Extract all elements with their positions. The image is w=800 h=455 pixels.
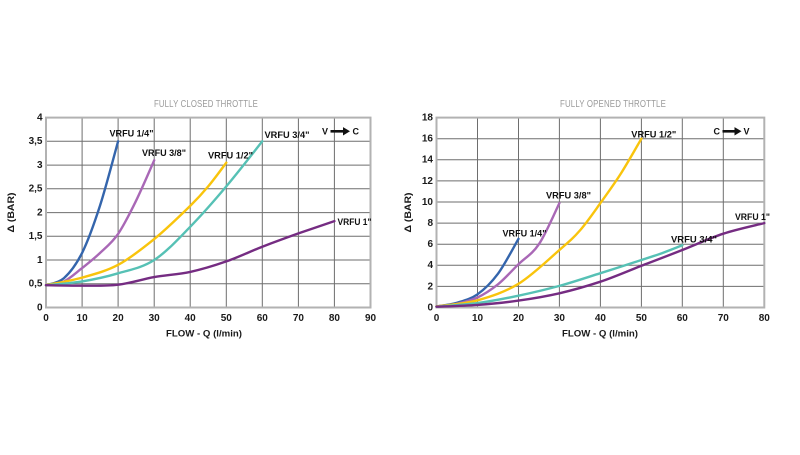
svg-text:6: 6 <box>427 239 433 250</box>
svg-text:FLOW - Q (l/min): FLOW - Q (l/min) <box>166 329 242 340</box>
svg-text:1,5: 1,5 <box>29 231 43 242</box>
svg-text:18: 18 <box>422 113 434 124</box>
svg-text:16: 16 <box>422 134 434 145</box>
svg-text:10: 10 <box>77 313 89 324</box>
svg-text:40: 40 <box>595 313 607 324</box>
svg-text:50: 50 <box>221 313 233 324</box>
svg-text:V: V <box>322 127 328 137</box>
svg-text:10: 10 <box>422 197 434 208</box>
svg-text:V: V <box>744 127 750 137</box>
svg-text:FULLY OPENED THROTTLE: FULLY OPENED THROTTLE <box>560 98 666 110</box>
svg-text:3: 3 <box>37 160 43 171</box>
svg-text:1: 1 <box>37 255 43 266</box>
svg-text:0: 0 <box>434 313 440 324</box>
svg-text:VRFU 1/2": VRFU 1/2" <box>631 130 676 141</box>
svg-text:2: 2 <box>427 281 433 292</box>
svg-text:0,5: 0,5 <box>29 279 43 290</box>
svg-text:Δ (BAR): Δ (BAR) <box>403 193 414 233</box>
svg-text:VRFU 1/2": VRFU 1/2" <box>208 151 253 162</box>
svg-text:C: C <box>353 127 360 137</box>
svg-text:30: 30 <box>554 313 566 324</box>
svg-text:90: 90 <box>365 313 377 324</box>
svg-text:60: 60 <box>677 313 689 324</box>
svg-text:8: 8 <box>427 218 433 229</box>
svg-text:VRFU 3/4": VRFU 3/4" <box>265 130 310 141</box>
svg-text:80: 80 <box>759 313 771 324</box>
svg-text:0: 0 <box>427 302 433 313</box>
svg-text:70: 70 <box>293 313 305 324</box>
svg-text:VRFU 1/4": VRFU 1/4" <box>503 229 547 240</box>
svg-text:30: 30 <box>149 313 161 324</box>
svg-text:VRFU 3/8": VRFU 3/8" <box>546 191 591 202</box>
svg-text:VRFU 1": VRFU 1" <box>735 212 770 223</box>
svg-text:4: 4 <box>427 260 433 271</box>
svg-text:FLOW - Q (l/min): FLOW - Q (l/min) <box>562 329 638 340</box>
svg-text:C: C <box>714 127 721 137</box>
svg-text:4: 4 <box>37 113 43 124</box>
svg-text:40: 40 <box>185 313 197 324</box>
svg-text:20: 20 <box>113 313 125 324</box>
svg-text:VRFU 1/4": VRFU 1/4" <box>110 129 154 140</box>
svg-text:12: 12 <box>422 176 434 187</box>
svg-text:VRFU 3/4": VRFU 3/4" <box>671 235 717 246</box>
svg-text:0: 0 <box>43 313 49 324</box>
svg-text:10: 10 <box>472 313 484 324</box>
svg-text:60: 60 <box>257 313 269 324</box>
svg-text:70: 70 <box>718 313 730 324</box>
svg-text:3,5: 3,5 <box>29 136 43 147</box>
svg-text:2: 2 <box>37 208 43 219</box>
svg-text:VRFU 3/8": VRFU 3/8" <box>142 148 186 159</box>
svg-text:20: 20 <box>513 313 525 324</box>
svg-text:VRFU 1": VRFU 1" <box>338 217 372 228</box>
svg-text:14: 14 <box>422 155 434 166</box>
svg-text:FULLY CLOSED THROTTLE: FULLY CLOSED THROTTLE <box>154 98 258 110</box>
svg-text:2,5: 2,5 <box>29 184 43 195</box>
svg-text:Δ (BAR): Δ (BAR) <box>6 193 17 233</box>
svg-text:80: 80 <box>329 313 341 324</box>
svg-text:50: 50 <box>636 313 648 324</box>
svg-text:0: 0 <box>37 302 43 313</box>
